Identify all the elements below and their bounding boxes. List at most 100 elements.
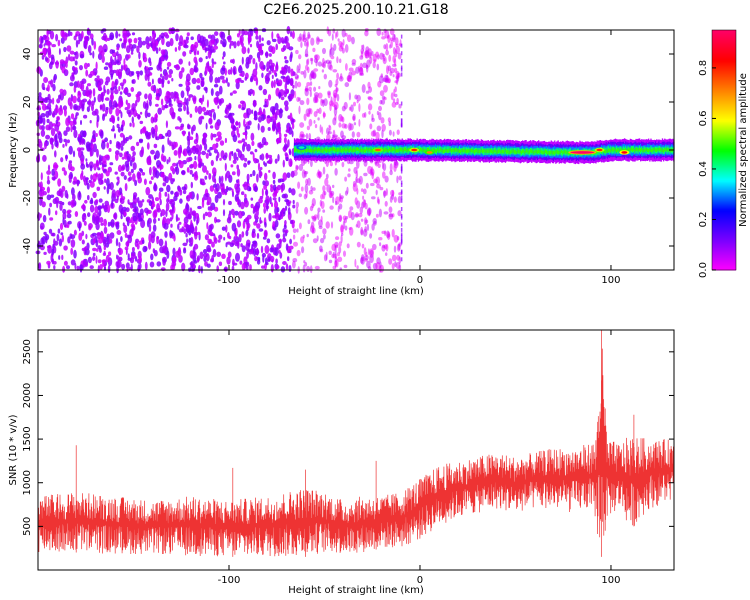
colorbar-cell bbox=[712, 32, 736, 35]
spectrogram-cell bbox=[119, 91, 123, 95]
spectrogram-cell bbox=[115, 222, 120, 230]
spectrogram-cell bbox=[104, 178, 107, 184]
spectrogram-cell bbox=[152, 224, 157, 232]
spectrogram-cell bbox=[221, 253, 226, 259]
spectrogram-cell bbox=[293, 148, 296, 152]
colorbar-cell bbox=[712, 214, 736, 217]
spectrogram-cell bbox=[139, 208, 144, 216]
colorbar-cell bbox=[712, 80, 736, 83]
colorbar-cell bbox=[712, 30, 736, 33]
spectrogram-cell bbox=[330, 55, 335, 60]
spectrogram-cell bbox=[201, 106, 207, 112]
spectrogram-cell bbox=[344, 147, 346, 152]
spectrogram-cell bbox=[352, 148, 354, 152]
spectrogram-cell bbox=[159, 164, 164, 170]
spectrogram-cell bbox=[257, 257, 261, 262]
spectrogram-cell bbox=[480, 148, 483, 153]
spectrogram-cell bbox=[162, 245, 167, 253]
spectrogram-cell bbox=[123, 58, 126, 67]
spectrogram-cell bbox=[454, 148, 456, 152]
spectrogram-cell bbox=[92, 252, 96, 257]
colorbar-cell bbox=[712, 104, 736, 107]
spectrogram-cell bbox=[68, 177, 72, 183]
spectrogram-cell bbox=[609, 148, 611, 152]
spectrogram-cell bbox=[231, 171, 236, 176]
spectrogram-cell bbox=[141, 127, 146, 134]
spectrogram-cell bbox=[207, 149, 211, 153]
spectrogram-cell bbox=[38, 125, 43, 130]
spectrogram-cell bbox=[196, 85, 201, 90]
spectrogram-cell bbox=[400, 58, 403, 63]
spectrogram-cell bbox=[173, 94, 176, 102]
spectrogram-cell bbox=[148, 67, 154, 71]
spectrogram-cell bbox=[170, 91, 175, 99]
spectrogram-cell bbox=[92, 134, 96, 139]
spectrogram-cell bbox=[313, 214, 318, 219]
spectrogram-cell bbox=[96, 114, 100, 123]
spectrogram-cell bbox=[234, 230, 237, 239]
spectrogram-cell bbox=[104, 200, 109, 206]
colorbar-cell bbox=[712, 194, 736, 197]
spectrogram-cell bbox=[103, 204, 108, 211]
spectrogram-cell bbox=[196, 193, 199, 201]
spectrogram-cell bbox=[667, 148, 669, 152]
spectrogram-cell bbox=[158, 191, 162, 201]
spectrogram-cell bbox=[194, 225, 198, 233]
spectrogram-cell bbox=[378, 237, 383, 241]
spectrogram-cell bbox=[347, 173, 351, 178]
spectrogram-cell bbox=[233, 67, 236, 76]
spectrogram-cell bbox=[193, 260, 198, 264]
spectrogram-cell bbox=[395, 70, 400, 79]
spectrogram-cell bbox=[394, 148, 397, 153]
spectrogram-cell bbox=[139, 120, 144, 125]
spectrogram-hotspot bbox=[426, 151, 433, 154]
spectrogram-cell bbox=[408, 148, 410, 152]
spectrogram-cell bbox=[93, 216, 98, 226]
spectrogram-cell bbox=[81, 239, 85, 245]
spectrogram-cell bbox=[662, 149, 665, 153]
spectrogram-cell bbox=[277, 154, 280, 162]
colorbar-cell bbox=[712, 150, 736, 153]
colorbar-tick-label: 0.6 bbox=[698, 110, 709, 126]
spectrogram-cell bbox=[90, 197, 93, 204]
spectrogram-cell bbox=[149, 61, 152, 66]
spectrogram-cell bbox=[383, 57, 386, 62]
spectrogram-cell bbox=[105, 170, 110, 177]
spectrogram-cell bbox=[391, 101, 397, 108]
spectrogram-cell bbox=[263, 207, 267, 214]
spectrogram-cell bbox=[46, 260, 51, 265]
spectrogram-cell bbox=[348, 92, 351, 101]
spectrogram-cell bbox=[360, 257, 364, 264]
spectrogram-cell bbox=[123, 224, 128, 234]
colorbar-cell bbox=[712, 158, 736, 161]
spectrogram-cell bbox=[178, 45, 181, 51]
spectrogram-cell bbox=[450, 149, 453, 153]
spectrogram-cell bbox=[293, 241, 298, 247]
spectrogram-cell bbox=[99, 264, 103, 270]
spectrogram-cell bbox=[120, 145, 124, 151]
spectrogram-cell bbox=[233, 41, 237, 49]
spectrogram-cell bbox=[159, 198, 162, 206]
spectrogram-cell bbox=[75, 105, 81, 111]
spectrogram-cell bbox=[391, 148, 393, 152]
spectrogram-cell bbox=[48, 42, 52, 46]
spectrogram-cell bbox=[559, 151, 562, 155]
spectrogram-cell bbox=[160, 49, 166, 55]
spectrogram-cell bbox=[334, 200, 338, 206]
spectrogram-cell bbox=[398, 256, 402, 264]
spectrogram-cell bbox=[265, 153, 268, 158]
spectrogram-cell bbox=[166, 95, 169, 100]
spectrogram-cell bbox=[209, 68, 214, 76]
spectrogram-cell bbox=[236, 126, 239, 136]
colorbar-cell bbox=[712, 126, 736, 129]
spectrogram-cell bbox=[38, 262, 42, 271]
spectrogram-cell bbox=[205, 122, 208, 130]
spectrogram-cell bbox=[189, 169, 193, 175]
colorbar-cell bbox=[712, 266, 736, 269]
colorbar-cell bbox=[712, 262, 736, 265]
spectrogram-cell bbox=[171, 144, 175, 151]
spectrogram-cell bbox=[364, 254, 369, 261]
colorbar-cell bbox=[712, 152, 736, 155]
colorbar-cell bbox=[712, 260, 736, 263]
spectrogram-cell bbox=[284, 143, 288, 151]
